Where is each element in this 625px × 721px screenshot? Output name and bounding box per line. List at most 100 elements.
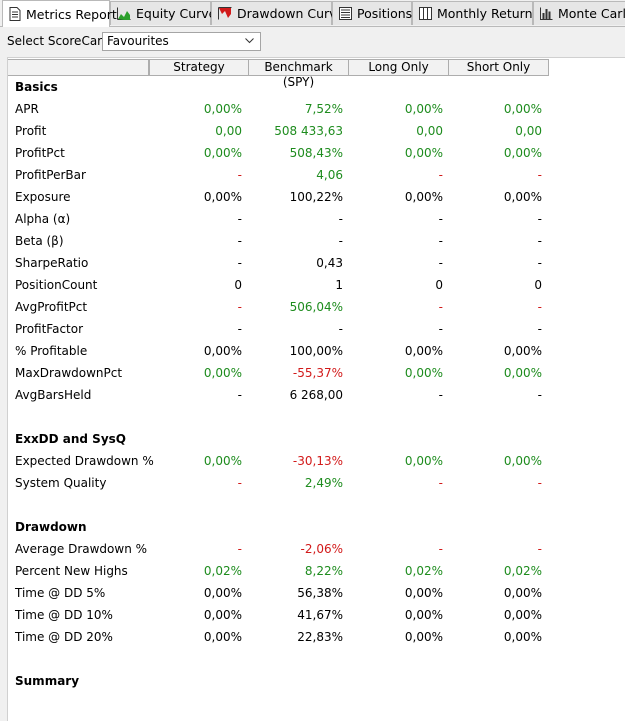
metric-value: - [537, 168, 542, 182]
metric-row: Expected Drawdown % 0,00% -30,13% 0,00% 0,00… [8, 450, 625, 472]
metric-row: Exposure 0,00% 100,22% 0,00% 0,00% [8, 186, 625, 208]
metric-value: 56,38% [297, 586, 343, 600]
metric-value: 0,00% [404, 344, 443, 358]
metric-label: Beta (β) [15, 234, 64, 248]
tab-metrics-report[interactable]: Metrics Report [2, 0, 117, 27]
tab-drawdown-curve[interactable]: Drawdown Curve [211, 1, 344, 25]
metric-row: AvgProfitPct - 506,04% - - [8, 296, 625, 318]
tab-label: Equity Curve [136, 6, 217, 21]
metric-value: - [237, 168, 242, 182]
toolbar: Select ScoreCard: [0, 27, 625, 56]
metric-value: - [537, 212, 542, 226]
metric-value: 0,00% [503, 190, 542, 204]
column-header-short-only[interactable]: Short Only [448, 59, 549, 76]
tab-label: Drawdown Curve [237, 6, 345, 21]
metric-value: - [537, 300, 542, 314]
metric-value: - [237, 300, 242, 314]
scorecard-select[interactable]: Favourites [102, 32, 261, 51]
tab-positions[interactable]: Positions [332, 1, 412, 25]
metric-value: 0,00% [404, 146, 443, 160]
metric-label: Time @ DD 5% [15, 586, 106, 600]
metric-value: 0,00% [404, 586, 443, 600]
metric-row: APR 0,00% 7,52% 0,00% 0,00% [8, 98, 625, 120]
metric-value: -55,37% [292, 366, 343, 380]
metric-label: APR [15, 102, 39, 116]
metric-row: % Profitable 0,00% 100,00% 0,00% 0,00% [8, 340, 625, 362]
metric-value: 0,00% [404, 190, 443, 204]
drawdown-icon [218, 7, 232, 20]
metric-value: 508 433,63 [274, 124, 343, 138]
column-header-long-only[interactable]: Long Only [348, 59, 449, 76]
section-header-row: Basics [8, 76, 625, 98]
metric-label: Average Drawdown % [15, 542, 148, 556]
section-header-row: Drawdown [8, 516, 625, 538]
metric-value: - [537, 476, 542, 490]
metric-value: 0,00% [203, 608, 242, 622]
metric-label: System Quality [15, 476, 107, 490]
metric-value: 0,00% [203, 366, 242, 380]
metric-row: AvgBarsHeld - 6 268,00 - - [8, 384, 625, 406]
metric-value: 0,02% [203, 564, 242, 578]
metric-row: ProfitPct 0,00% 508,43% 0,00% 0,00% [8, 142, 625, 164]
metric-value: 0,00% [503, 146, 542, 160]
metric-row: Alpha (α) - - - - [8, 208, 625, 230]
metric-value: 0,00% [503, 454, 542, 468]
metric-value: 0,00% [404, 454, 443, 468]
metric-value: - [338, 322, 343, 336]
metric-value: - [237, 476, 242, 490]
metric-value: 0,00% [503, 608, 542, 622]
metric-value: 0,00% [404, 366, 443, 380]
metric-value: - [438, 388, 443, 402]
metric-value: 0,00% [203, 586, 242, 600]
metric-value: 0,00% [503, 630, 542, 644]
metric-row: Profit 0,00 508 433,63 0,00 0,00 [8, 120, 625, 142]
metric-label: Alpha (α) [15, 212, 71, 226]
metric-row: Time @ DD 20% 0,00% 22,83% 0,00% 0,00% [8, 626, 625, 648]
metric-row: SharpeRatio - 0,43 - - [8, 252, 625, 274]
metric-value: 0,00% [203, 102, 242, 116]
metric-value: 0 [435, 278, 443, 292]
section-header-row: ExxDD and SysQ [8, 428, 625, 450]
metric-value: - [237, 234, 242, 248]
metric-value: 6 268,00 [289, 388, 343, 402]
metric-value: 4,06 [316, 168, 343, 182]
metric-value: 0,00% [503, 586, 542, 600]
metric-value: 0,00 [416, 124, 443, 138]
column-header-benchmark[interactable]: Benchmark (SPY) [248, 59, 349, 89]
metric-value: - [438, 234, 443, 248]
metric-row: PositionCount 0 1 0 0 [8, 274, 625, 296]
metric-value: 0,00% [503, 344, 542, 358]
metric-value: 0,43 [316, 256, 343, 270]
metric-label: ProfitFactor [15, 322, 84, 336]
spacer-row [8, 648, 625, 670]
metric-value: 0,00% [404, 102, 443, 116]
metric-row: MaxDrawdownPct 0,00% -55,37% 0,00% 0,00% [8, 362, 625, 384]
metric-value: 0,00% [203, 454, 242, 468]
area-chart-icon [117, 7, 131, 20]
metric-value: 0 [234, 278, 242, 292]
metric-label: AvgBarsHeld [15, 388, 92, 402]
metric-value: 0,02% [404, 564, 443, 578]
metric-value: 8,22% [304, 564, 343, 578]
metric-label: SharpeRatio [15, 256, 89, 270]
tab-monthly-returns[interactable]: Monthly Returns [412, 1, 539, 25]
tab-monte-carlo[interactable]: Monte Carlo [533, 1, 625, 25]
column-header-strategy[interactable]: Strategy [149, 59, 249, 76]
metric-value: - [237, 322, 242, 336]
metric-value: - [438, 322, 443, 336]
section-header-row: Summary [8, 670, 625, 692]
tab-equity-curve[interactable]: Equity Curve [110, 1, 216, 25]
metric-value: 0 [534, 278, 542, 292]
metric-value: 2,49% [304, 476, 343, 490]
metric-value: 0,00% [404, 630, 443, 644]
section-title: Basics [15, 80, 58, 94]
metric-value: 0,00% [203, 146, 242, 160]
chevron-down-icon [245, 38, 254, 44]
tab-label: Metrics Report [26, 6, 117, 22]
metric-label: Percent New Highs [15, 564, 128, 578]
metric-value: 7,52% [304, 102, 343, 116]
metric-value: 0,00% [203, 344, 242, 358]
metric-value: - [537, 388, 542, 402]
metric-value: 0,00% [503, 102, 542, 116]
metric-row: ProfitPerBar - 4,06 - - [8, 164, 625, 186]
